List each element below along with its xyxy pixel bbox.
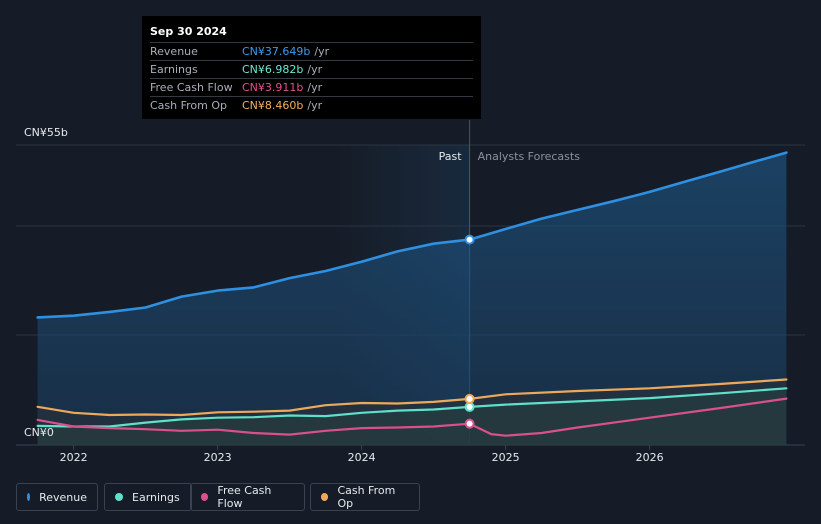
y-axis-label-bottom: CN¥0 [24,426,54,439]
legend-dot-icon [201,493,209,501]
tooltip-unit: /yr [307,99,323,112]
tooltip-date: Sep 30 2024 [150,25,227,38]
earnings-line [36,387,788,428]
legend-dot-icon [27,493,31,501]
x-tick-label-2025: 2025 [492,451,520,464]
tooltip-row-free-cash-flow: Free Cash Flow CN¥3.911b /yr [150,78,473,96]
tooltip: Sep 30 2024 Revenue CN¥37.649b /yr Earni… [142,16,481,119]
forecast-label: Analysts Forecasts [478,150,581,163]
tooltip-unit: /yr [307,81,323,94]
x-tick-label-2023: 2023 [204,451,232,464]
legend-item-cash-from-op[interactable]: Cash From Op [310,483,420,511]
revenue-marker [464,234,475,245]
cash-from-op-marker [464,393,475,404]
legend-dot-icon [115,493,123,501]
legend-label: Revenue [39,490,87,504]
tooltip-value: CN¥3.911b [242,81,304,94]
x-tick-label-2024: 2024 [348,451,376,464]
cash-from-op-area [37,379,787,445]
tooltip-row-revenue: Revenue CN¥37.649b /yr [150,42,473,60]
tooltip-value: CN¥37.649b [242,45,311,58]
revenue-line [36,151,788,319]
legend-label: Earnings [132,490,180,504]
tooltip-label: Revenue [150,45,198,58]
legend-item-earnings[interactable]: Earnings [104,483,192,511]
revenue-area [37,152,787,445]
tooltip-row-cash-from-op: Cash From Op CN¥8.460b /yr [150,96,473,114]
legend-item-free-cash-flow[interactable]: Free Cash Flow [190,483,305,511]
legend-item-revenue[interactable]: Revenue [16,483,98,511]
free-cash-flow-line [36,397,788,437]
tooltip-label: Cash From Op [150,99,228,112]
tooltip-unit: /yr [307,63,323,76]
tooltip-label: Free Cash Flow [150,81,233,94]
cash-from-op-line [36,378,788,417]
legend-label: Free Cash Flow [217,484,272,510]
y-axis-label-top: CN¥55b [24,126,68,139]
tooltip-unit: /yr [314,45,330,58]
free-cash-flow-marker [464,418,475,429]
tooltip-value: CN¥6.982b [242,63,304,76]
past-label: Past [439,150,463,163]
legend-label: Cash From Op [337,484,396,510]
earnings-marker [464,401,475,412]
x-tick-label-2026: 2026 [636,451,664,464]
x-tick-label-2022: 2022 [60,451,88,464]
tooltip-value: CN¥8.460b [242,99,304,112]
legend-dot-icon [321,493,329,501]
tooltip-row-earnings: Earnings CN¥6.982b /yr [150,60,473,78]
tooltip-label: Earnings [150,63,198,76]
